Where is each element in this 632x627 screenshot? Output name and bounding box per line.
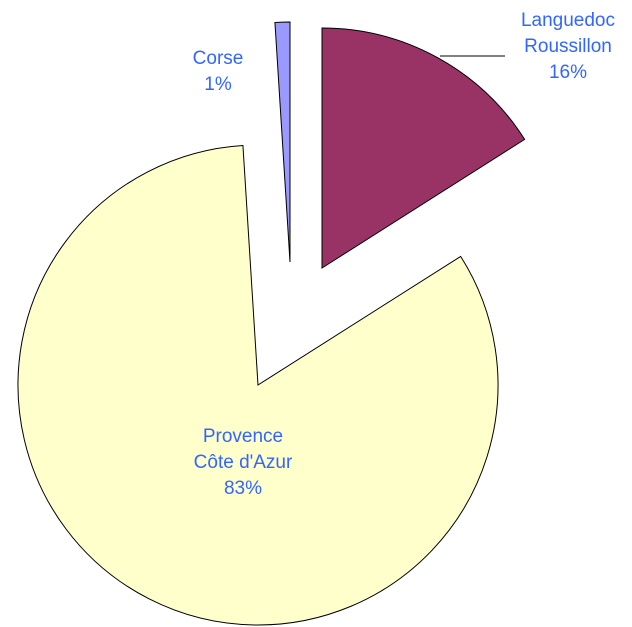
slice-label: Corse 1% xyxy=(178,46,258,98)
pie-slice xyxy=(17,144,499,626)
slice-name: Corse xyxy=(192,48,244,69)
slice-value: 1% xyxy=(204,74,232,95)
pie-slice xyxy=(321,27,526,269)
slice-label: Languedoc Roussillon 16% xyxy=(513,8,623,86)
pie-slice xyxy=(274,21,291,263)
slice-name: Provence Côte d'Azur xyxy=(193,426,293,473)
slice-name: Languedoc Roussillon xyxy=(520,10,616,57)
slice-value: 16% xyxy=(548,62,588,83)
slice-value: 83% xyxy=(223,478,263,499)
slice-label: Provence Côte d'Azur 83% xyxy=(183,424,303,502)
